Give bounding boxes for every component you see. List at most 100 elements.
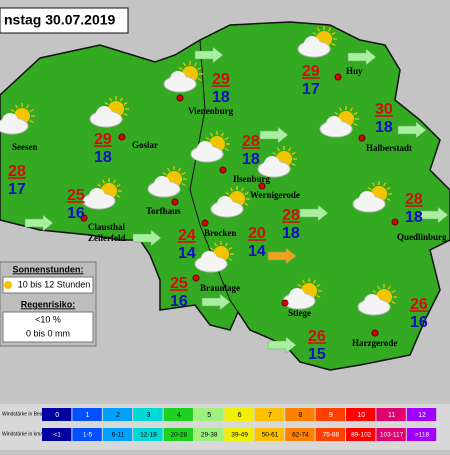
sun-ray <box>209 132 214 137</box>
sun-ray <box>349 107 354 112</box>
city-name: Goslar <box>132 140 158 150</box>
sun-ray <box>116 194 121 199</box>
temp-low: 14 <box>178 245 196 262</box>
city-dot <box>219 166 227 174</box>
cloud <box>154 176 170 192</box>
city-dot <box>80 214 88 222</box>
kmh-cell <box>285 428 315 441</box>
beaufort-value: 10 <box>357 412 365 419</box>
kmh-cell <box>406 428 437 441</box>
kmh-cell <box>163 428 193 441</box>
sun-ray <box>291 162 296 167</box>
sun-ray <box>228 246 233 251</box>
temp-high: 28 <box>405 191 423 208</box>
sun-ray <box>376 285 381 290</box>
sun-ray <box>387 285 392 290</box>
temp-high: 26 <box>308 328 326 345</box>
wind-arrow <box>259 126 289 144</box>
sun-ray <box>244 202 249 207</box>
sun-ray <box>386 197 391 202</box>
city-name: Wernigerode <box>250 190 300 200</box>
district-border <box>189 39 239 313</box>
cloud <box>201 251 217 267</box>
cloud <box>217 196 233 212</box>
sun-ray <box>386 186 391 191</box>
beaufort-value: 12 <box>418 412 426 419</box>
city-dot <box>358 134 366 142</box>
beaufort-value: 1 <box>86 412 90 419</box>
beaufort-cell <box>102 408 133 421</box>
beaufort-cell <box>376 408 406 421</box>
sun-icon <box>4 281 12 289</box>
temp-low: 14 <box>248 243 266 260</box>
sun-ray <box>104 101 109 106</box>
temp-low: 16 <box>170 293 188 310</box>
city-name: Huy <box>346 66 363 76</box>
sun-ray <box>224 242 229 247</box>
sun-ray <box>312 31 317 36</box>
sun-ray <box>391 289 396 294</box>
beaufort-value: 8 <box>298 412 302 419</box>
sun-ray <box>316 27 321 32</box>
sun-ray <box>382 182 387 187</box>
temp-low: 17 <box>302 81 320 98</box>
city-dot <box>391 218 399 226</box>
cloud <box>197 141 213 157</box>
temp-high: 24 <box>178 227 196 244</box>
sun-ray <box>25 104 30 109</box>
wind-arrow <box>194 46 224 64</box>
beaufort-value: 7 <box>268 412 272 419</box>
kmh-value: >118 <box>415 432 430 439</box>
sun-ray <box>353 122 358 127</box>
wind-arrow <box>347 48 377 66</box>
wind-arrow <box>397 121 427 139</box>
kmh-cell <box>224 428 254 441</box>
temp-high: 29 <box>94 131 112 148</box>
sun-ray <box>367 186 372 191</box>
kmh-cell <box>254 428 285 441</box>
kmh-value: 62-74 <box>292 432 309 439</box>
title-box <box>0 7 129 34</box>
legend-sun-value: 10 bis 12 Stunden <box>18 279 91 289</box>
temp-low: 18 <box>405 209 423 226</box>
temp-high: 28 <box>8 163 26 180</box>
beaufort-cell <box>133 408 163 421</box>
sun-ray <box>229 187 234 192</box>
cloud <box>2 113 18 129</box>
temp-low: 15 <box>308 346 326 363</box>
sun-ray <box>213 242 218 247</box>
city-dot <box>281 299 289 307</box>
cloud <box>264 156 280 172</box>
beaufort-cell <box>194 408 224 421</box>
city-name: Brocken <box>204 228 236 238</box>
beaufort-value: 2 <box>116 412 120 419</box>
city-dot <box>334 73 342 81</box>
sun-ray <box>287 147 292 152</box>
sun-ray <box>197 66 202 71</box>
kmh-value: 29-38 <box>201 432 218 439</box>
kmh-value: 103-117 <box>380 432 404 439</box>
sun-ray <box>178 66 183 71</box>
cloud <box>289 288 305 304</box>
beaufort-value: 4 <box>177 412 181 419</box>
cloud <box>326 116 342 132</box>
sun-ray <box>220 132 225 137</box>
wind-kmh-label: Windstärke in km/h <box>2 431 45 437</box>
wind-arrow <box>132 229 162 247</box>
sun-ray <box>240 187 245 192</box>
sun-ray <box>391 300 396 305</box>
sun-ray <box>372 289 377 294</box>
sun-ray <box>181 182 186 187</box>
sun-ray <box>123 101 128 106</box>
city-dot <box>176 94 184 102</box>
sun-ray <box>123 112 128 117</box>
kmh-value: 1-5 <box>83 432 93 439</box>
beaufort-cell <box>224 408 254 421</box>
temp-low: 18 <box>375 119 393 136</box>
sun-ray <box>338 107 343 112</box>
legend-rain-box <box>2 311 94 343</box>
kmh-value: 75-88 <box>322 432 339 439</box>
temp-high: 20 <box>248 225 266 242</box>
kmh-cell <box>72 428 102 441</box>
temp-high: 25 <box>67 187 85 204</box>
